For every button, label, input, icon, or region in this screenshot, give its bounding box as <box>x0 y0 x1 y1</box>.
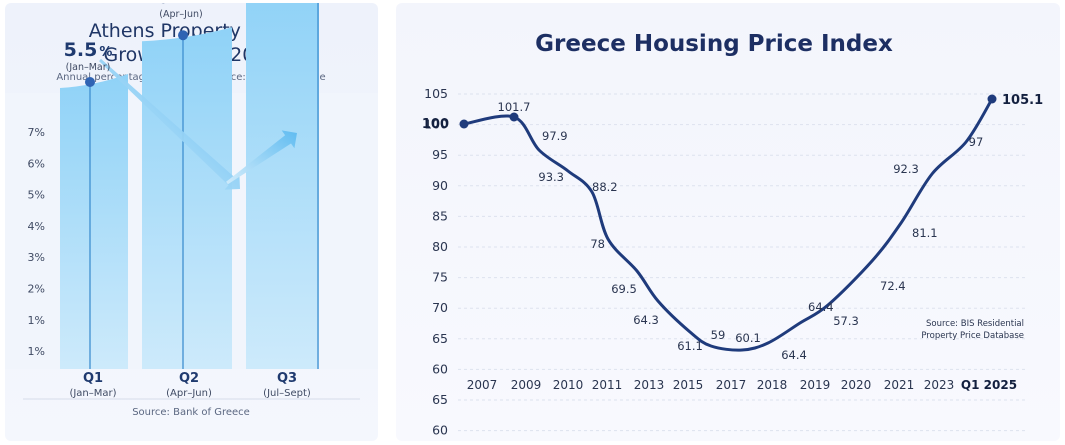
hpi-data-label: 101.7 <box>498 100 531 114</box>
x-tick-label: 2019 <box>800 378 831 392</box>
chart-source: Source: Bank of Greece <box>132 407 250 418</box>
hpi-data-label: 57.3 <box>833 314 859 328</box>
hpi-series-line <box>462 97 994 352</box>
growth-arrow <box>226 130 297 185</box>
hpi-data-label: 93.3 <box>538 170 564 184</box>
x-category-label: Q2 <box>179 371 199 386</box>
x-tick-label: 2020 <box>841 378 872 392</box>
hpi-data-label: 92.3 <box>893 162 919 176</box>
x-tick-label: 2007 <box>467 378 498 392</box>
y-tick-label: 95 <box>432 147 448 162</box>
x-category-sublabel: (Apr–Jun) <box>166 388 212 399</box>
hpi-data-label: 88.2 <box>592 180 618 194</box>
hpi-data-label: 61.1 <box>677 339 703 353</box>
x-category-sublabel: (Jul–Sept) <box>263 388 311 399</box>
hpi-data-label: 72.4 <box>880 279 906 293</box>
y-tick-label: 3% <box>28 251 45 264</box>
y-tick-label: 1% <box>28 345 45 358</box>
athens-growth-chart: Athens Property Price Growth Over 2025 A… <box>5 0 378 418</box>
point-sublabel: (Jan–Mar) <box>66 62 111 73</box>
hpi-data-label: 100 <box>422 117 449 132</box>
x-tick-label: 2021 <box>884 378 915 392</box>
y-tick-label: 100 <box>424 117 448 132</box>
hpi-data-label: 81.1 <box>912 226 938 240</box>
hpi-data-label: 60.1 <box>735 331 761 345</box>
hpi-data-label: 105.1 <box>1002 93 1043 108</box>
x-tick-label: Q1 2025 <box>961 378 1017 392</box>
y-tick-label: 7% <box>28 126 45 139</box>
y-tick-label: 70 <box>432 300 448 315</box>
hpi-data-label: 97 <box>969 135 984 149</box>
y-tick-label: 65 <box>432 392 448 407</box>
value-unit: % <box>192 3 205 7</box>
y-tick-label: 5% <box>28 189 45 202</box>
x-tick-label: 2010 <box>553 378 584 392</box>
y-tick-label: 90 <box>432 178 448 193</box>
x-tick-label: 2009 <box>511 378 542 392</box>
y-tick-label: 60 <box>432 423 448 438</box>
value-unit: % <box>99 45 112 60</box>
growth-arrow <box>99 58 240 190</box>
x-tick-label: 2018 <box>757 378 788 392</box>
chart-source-line2: Property Price Database <box>921 331 1024 341</box>
x-category-sublabel: (Jan–Mar) <box>69 388 116 399</box>
hpi-data-label: 64.4 <box>781 348 807 362</box>
data-point-q1 <box>85 77 95 87</box>
y-tick-label: 85 <box>432 208 448 223</box>
athens-growth-panel: Athens Property Price Growth Over 2025 A… <box>5 0 378 441</box>
chart-title: Greece Housing Price Index <box>535 31 893 57</box>
hpi-data-label: 64.3 <box>633 313 659 327</box>
x-tick-label: 2023 <box>924 378 955 392</box>
point-sublabel: (Apr–Jun) <box>159 9 202 20</box>
y-tick-label: 80 <box>432 239 448 254</box>
x-tick-label: 2017 <box>716 378 747 392</box>
hpi-data-point <box>509 112 519 122</box>
bar-q3 <box>246 0 319 369</box>
data-point-q2 <box>178 30 188 41</box>
y-tick-label: 65 <box>432 331 448 346</box>
hpi-data-point <box>459 119 469 129</box>
hpi-data-label: 64.4 <box>808 300 834 314</box>
x-category-label: Q1 <box>83 371 103 386</box>
y-tick-label: 4% <box>28 220 45 233</box>
y-tick-label: 6% <box>28 157 45 170</box>
hpi-data-label: 59 <box>711 328 726 342</box>
chart-title-line1: Athens Property Price <box>89 20 294 42</box>
greece-hpi-panel: Greece Housing Price Index 105 100 95 90 85 8… <box>396 3 1060 441</box>
x-category-label: Q3 <box>277 371 297 386</box>
bar-q2 <box>142 27 232 369</box>
hpi-data-label: 78 <box>590 237 605 251</box>
y-tick-label: 60 <box>432 361 448 376</box>
y-tick-label: 75 <box>432 270 448 285</box>
x-tick-label: 2015 <box>673 378 704 392</box>
value-label-q2: 6.1% <box>157 3 206 8</box>
x-tick-label: 2011 <box>592 378 623 392</box>
y-tick-label: 1% <box>28 314 45 327</box>
value-label-q1: 5.5% <box>64 39 113 61</box>
y-tick-label: 105 <box>424 86 448 101</box>
bar-q1 <box>60 74 128 369</box>
greece-hpi-chart: Greece Housing Price Index 105 100 95 90 85 8… <box>422 31 1043 438</box>
hpi-data-point <box>987 94 997 104</box>
hpi-data-label: 69.5 <box>611 282 637 296</box>
hpi-data-label: 97.9 <box>542 129 568 143</box>
x-tick-label: 2013 <box>634 378 665 392</box>
y-tick-label: 2% <box>28 283 45 296</box>
chart-source-line1: Source: BIS Residential <box>926 319 1024 329</box>
